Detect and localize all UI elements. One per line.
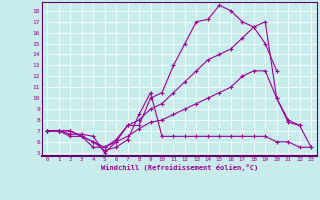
X-axis label: Windchill (Refroidissement éolien,°C): Windchill (Refroidissement éolien,°C) [100,164,258,171]
